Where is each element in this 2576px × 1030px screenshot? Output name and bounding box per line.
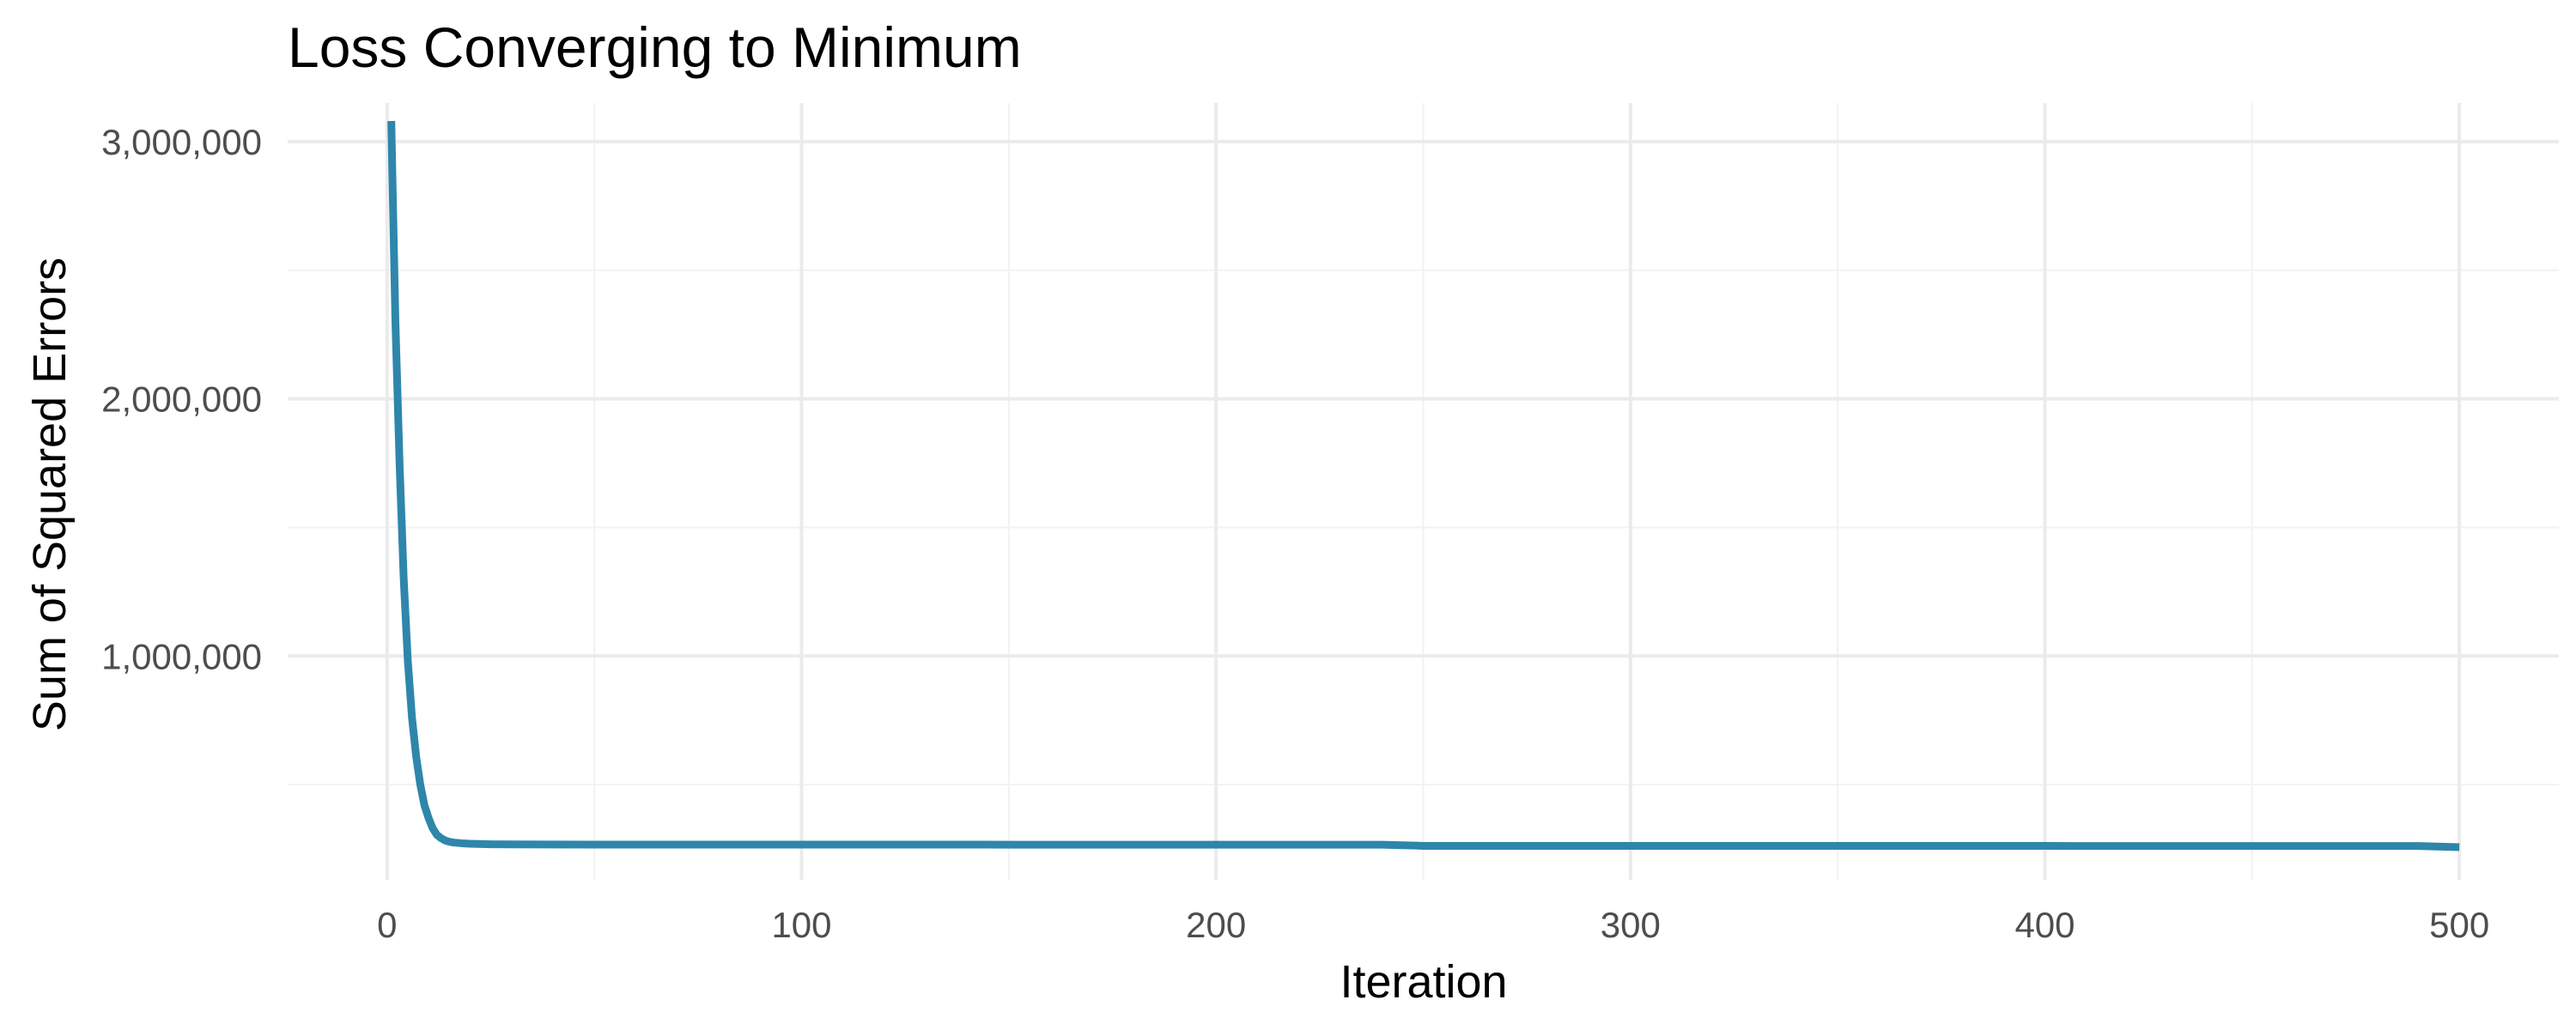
y-tick-label-1: 2,000,000 <box>101 379 262 420</box>
x-tick-label-1: 100 <box>771 905 831 945</box>
y-axis-title: Sum of Squared Errors <box>24 258 76 731</box>
x-axis-tick-labels: 0 100 200 300 400 500 <box>377 905 2489 945</box>
x-tick-label-4: 400 <box>2014 905 2075 945</box>
x-tick-label-0: 0 <box>377 905 397 945</box>
minor-gridlines <box>288 103 2559 880</box>
chart-title: Loss Converging to Minimum <box>288 15 1022 79</box>
x-tick-label-5: 500 <box>2429 905 2489 945</box>
series-layer <box>387 120 2460 851</box>
major-gridlines <box>288 103 2559 880</box>
y-tick-label-0: 1,000,000 <box>101 636 262 676</box>
y-tick-label-2: 3,000,000 <box>101 122 262 162</box>
x-axis-title: Iteration <box>1340 956 1507 1008</box>
y-axis-tick-labels: 1,000,000 2,000,000 3,000,000 <box>101 122 262 676</box>
series-line-0 <box>387 120 2460 851</box>
x-tick-label-3: 300 <box>1601 905 1661 945</box>
x-tick-label-2: 200 <box>1186 905 1246 945</box>
